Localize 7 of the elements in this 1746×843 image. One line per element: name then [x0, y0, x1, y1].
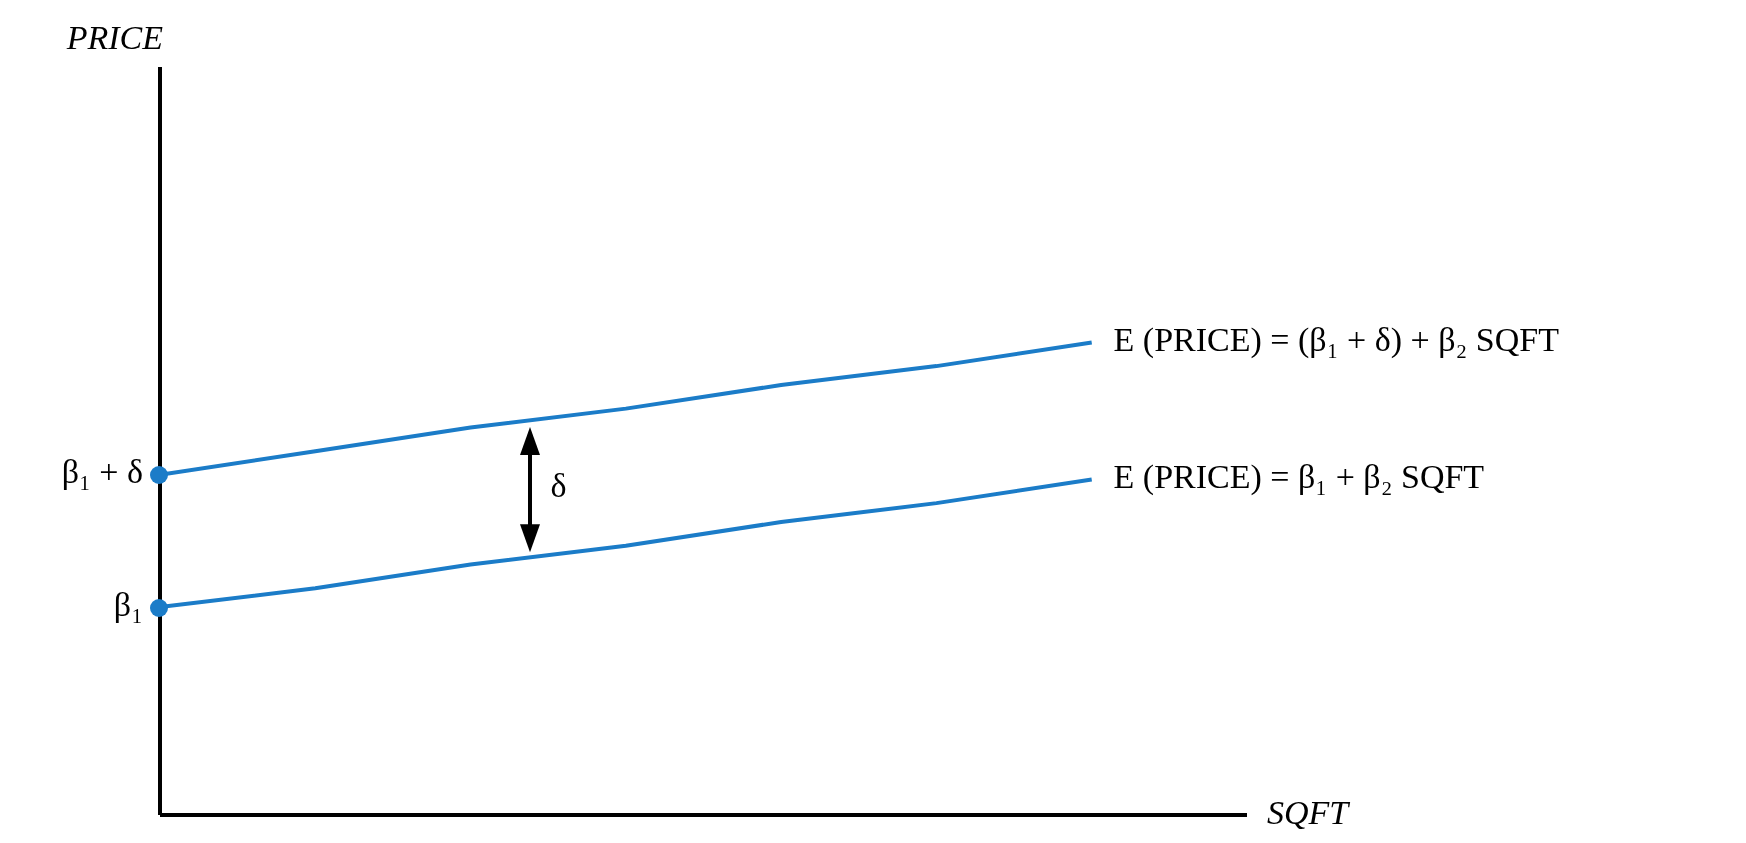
x-axis-title: SQFT	[1267, 794, 1349, 832]
text: β₁	[113, 585, 143, 624]
series-label: E (PRICE) = (β₁ + δ) + β₂ SQFT	[1113, 320, 1559, 359]
annotation: δ	[550, 467, 567, 506]
text: PRICE	[66, 19, 163, 57]
text: β₁ + δ	[61, 453, 143, 492]
series-label: E (PRICE) = β₁ + β₂ SQFT	[1113, 458, 1485, 497]
